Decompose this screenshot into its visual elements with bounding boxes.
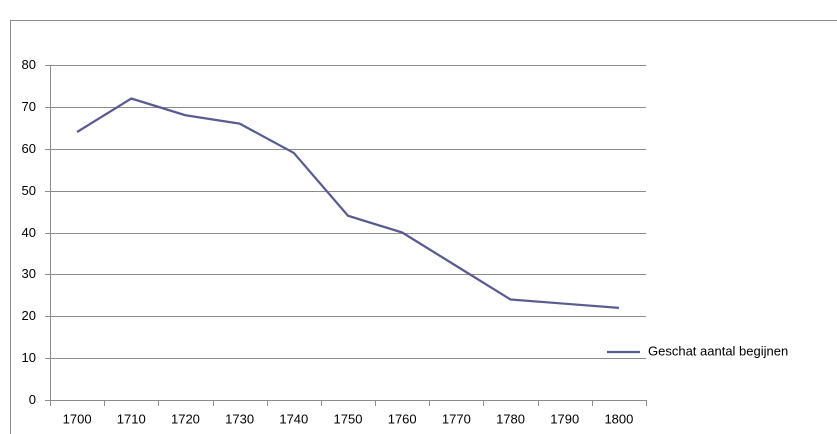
x-tick-label: 1750 (334, 411, 363, 426)
y-tick-label: 50 (22, 183, 36, 198)
x-tick-label: 1720 (171, 411, 200, 426)
y-tick-label: 40 (22, 225, 36, 240)
x-tick-label: 1700 (63, 411, 92, 426)
x-tick-label: 1770 (442, 411, 471, 426)
x-tick-label: 1740 (279, 411, 308, 426)
y-tick-label: 80 (22, 57, 36, 72)
y-tick-label: 10 (22, 350, 36, 365)
legend-label: Geschat aantal begijnen (648, 343, 788, 358)
y-tick-label: 20 (22, 308, 36, 323)
data-line (76, 97, 619, 309)
x-tick-label: 1800 (604, 411, 633, 426)
x-tick-label: 1730 (225, 411, 254, 426)
chart-frame (10, 20, 837, 434)
x-tick-label: 1760 (388, 411, 417, 426)
y-tick-label: 30 (22, 266, 36, 281)
x-tick-label: 1790 (550, 411, 579, 426)
y-tick-label: 70 (22, 99, 36, 114)
y-tick-label: 60 (22, 141, 36, 156)
x-tick-label: 1780 (496, 411, 525, 426)
x-tick-label: 1710 (117, 411, 146, 426)
y-tick-label: 0 (29, 392, 36, 407)
